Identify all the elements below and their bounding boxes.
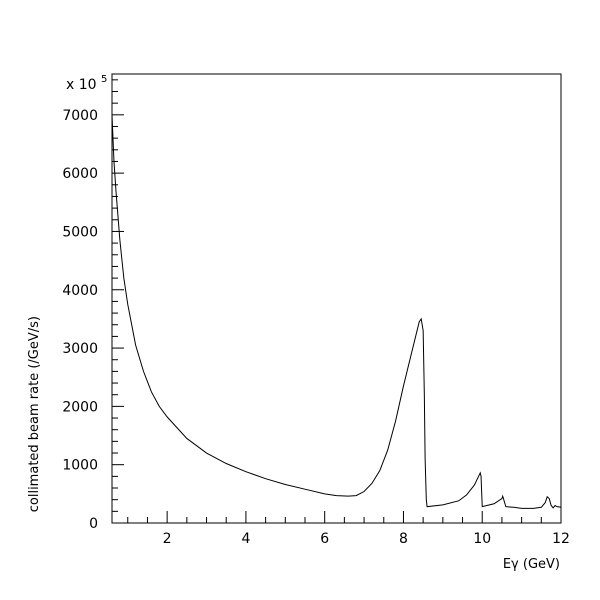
y-tick-label: 6000: [62, 166, 98, 182]
x-tick-label: 10: [473, 531, 491, 547]
x-tick-label: 4: [241, 531, 250, 547]
y-tick-label: 7000: [62, 108, 98, 124]
x-tick-label: 6: [320, 531, 329, 547]
y-tick-label: 5000: [62, 224, 98, 240]
y-axis-multiplier-exponent: 5: [101, 74, 107, 85]
y-tick-label: 2000: [62, 399, 98, 415]
y-axis-tick-labels: 0 1000 2000 3000 4000 5000 6000 7000: [62, 108, 98, 532]
x-axis-ticks: [127, 511, 562, 523]
y-axis-multiplier-text: x 10: [66, 77, 97, 93]
y-axis-ticks: [112, 79, 124, 512]
y-tick-label: 0: [89, 516, 98, 532]
y-axis-multiplier: x 10 5: [66, 74, 107, 93]
y-axis-label: collimated beam rate (/GeV/s): [27, 316, 42, 512]
plot-frame: [111, 73, 562, 524]
y-tick-label: 1000: [62, 458, 98, 474]
x-axis-tick-labels: 2 4 6 8 10 12: [163, 531, 570, 547]
x-tick-label: 2: [163, 531, 172, 547]
x-tick-label: 12: [552, 531, 570, 547]
series-line: [111, 114, 562, 509]
x-tick-label: 8: [399, 531, 408, 547]
y-tick-label: 4000: [62, 283, 98, 299]
x-axis-label: Eγ (GeV): [503, 557, 560, 572]
y-tick-label: 3000: [62, 341, 98, 357]
